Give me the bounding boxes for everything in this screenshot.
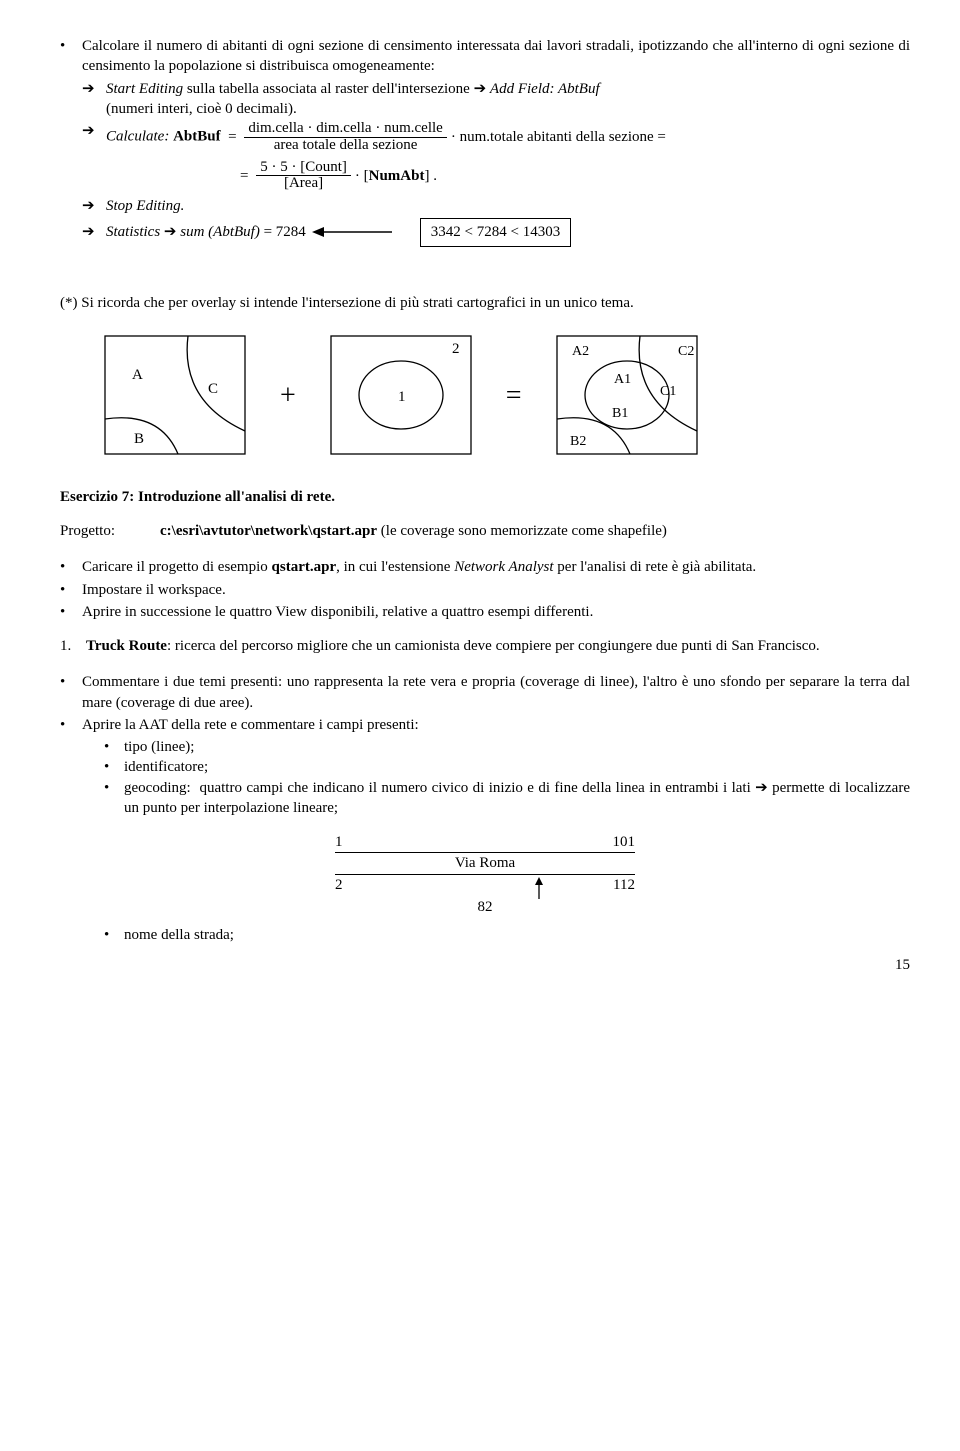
bullet-workspace: • Impostare il workspace. — [60, 580, 910, 600]
progetto-value: c:\esri\avtutor\network\qstart.apr (le c… — [160, 521, 667, 541]
text: Caricare il progetto di esempio qstart.a… — [82, 557, 910, 577]
text: Truck Route: ricerca del percorso miglio… — [82, 636, 910, 656]
text: geocoding: quattro campi che indicano il… — [124, 778, 910, 819]
sub-identificatore: • identificatore; — [104, 757, 910, 777]
text: Statistics ➔ sum (AbtBuf) = 7284 — [106, 222, 306, 242]
bullet-open-aat: • Aprire la AAT della rete e commentare … — [60, 715, 910, 735]
text: Calculate: AbtBuf = dim.cella · dim.cell… — [106, 121, 910, 154]
arrow-icon: ➔ — [82, 196, 106, 216]
arrow-icon: ➔ — [82, 121, 106, 154]
arrow-statistics: ➔ Statistics ➔ sum (AbtBuf) = 7284 3342 … — [82, 218, 910, 246]
bullet-main-1: • Calcolare il numero di abitanti di ogn… — [60, 36, 910, 77]
sub-nome-strada: • nome della strada; — [104, 925, 910, 945]
bullet-dot: • — [60, 36, 82, 77]
text: Stop Editing. — [106, 196, 910, 216]
arrow-start-editing: ➔ Start Editing sulla tabella associata … — [82, 79, 910, 120]
formula-1: = dim.cella · dim.cella · num.celle area… — [224, 121, 666, 154]
range-box: 3342 < 7284 < 14303 — [420, 218, 571, 246]
left-arrow-icon — [312, 225, 392, 239]
text: Calcolare il numero di abitanti di ogni … — [82, 36, 910, 77]
svg-text:A1: A1 — [614, 372, 631, 387]
arrow-icon: ➔ — [82, 222, 106, 242]
text: Aprire in successione le quattro View di… — [82, 602, 910, 622]
bullet-load-project: • Caricare il progetto di esempio qstart… — [60, 557, 910, 577]
diagram-box-a: A C B — [100, 331, 250, 461]
diagram-box-c: A2 A1 B1 B2 C1 C2 — [552, 331, 702, 461]
number: 1. — [60, 636, 82, 656]
sub-tipo: • tipo (linee); — [104, 737, 910, 757]
svg-text:1: 1 — [398, 389, 406, 405]
svg-text:C2: C2 — [678, 344, 694, 359]
via-roma-diagram: 1 101 Via Roma 2 112 82 — [335, 832, 635, 917]
bullet-comment-themes: • Commentare i due temi presenti: uno ra… — [60, 672, 910, 713]
section-title-ex7: Esercizio 7: Introduzione all'analisi di… — [60, 487, 910, 507]
svg-text:B1: B1 — [612, 406, 628, 421]
overlay-diagram: A C B + 2 1 = A2 A1 B1 B2 C1 C2 — [100, 331, 910, 461]
up-arrow-icon — [533, 877, 545, 899]
footnote-overlay: (*) Si ricorda che per overlay si intend… — [60, 293, 910, 313]
arrow-icon: ➔ — [82, 79, 106, 120]
text: Commentare i due temi presenti: uno rapp… — [82, 672, 910, 713]
page-number: 15 — [60, 955, 910, 975]
equals-sign: = — [496, 377, 532, 415]
text: Impostare il workspace. — [82, 580, 910, 600]
plus-sign: + — [270, 377, 306, 415]
arrow-calculate: ➔ Calculate: AbtBuf = dim.cella · dim.ce… — [82, 121, 910, 154]
progetto-label: Progetto: — [60, 521, 160, 541]
progetto-row: Progetto: c:\esri\avtutor\network\qstart… — [60, 521, 910, 541]
diagram-box-b: 2 1 — [326, 331, 476, 461]
formula-2: = 5 · 5 · [Count] [Area] · [NumAbt] . — [240, 160, 910, 193]
svg-text:B: B — [134, 431, 144, 447]
numbered-truck-route: 1. Truck Route: ricerca del percorso mig… — [60, 636, 910, 656]
sub-geocoding: • geocoding: quattro campi che indicano … — [104, 778, 910, 819]
text: Start Editing sulla tabella associata al… — [106, 79, 910, 120]
svg-text:A: A — [132, 367, 143, 383]
text: Aprire la AAT della rete e commentare i … — [82, 715, 910, 735]
arrow-stop-editing: ➔ Stop Editing. — [82, 196, 910, 216]
svg-text:C: C — [208, 381, 218, 397]
bullet-open-views: • Aprire in successione le quattro View … — [60, 602, 910, 622]
svg-text:2: 2 — [452, 341, 460, 357]
svg-text:B2: B2 — [570, 434, 586, 449]
svg-text:A2: A2 — [572, 344, 589, 359]
svg-text:C1: C1 — [660, 384, 676, 399]
